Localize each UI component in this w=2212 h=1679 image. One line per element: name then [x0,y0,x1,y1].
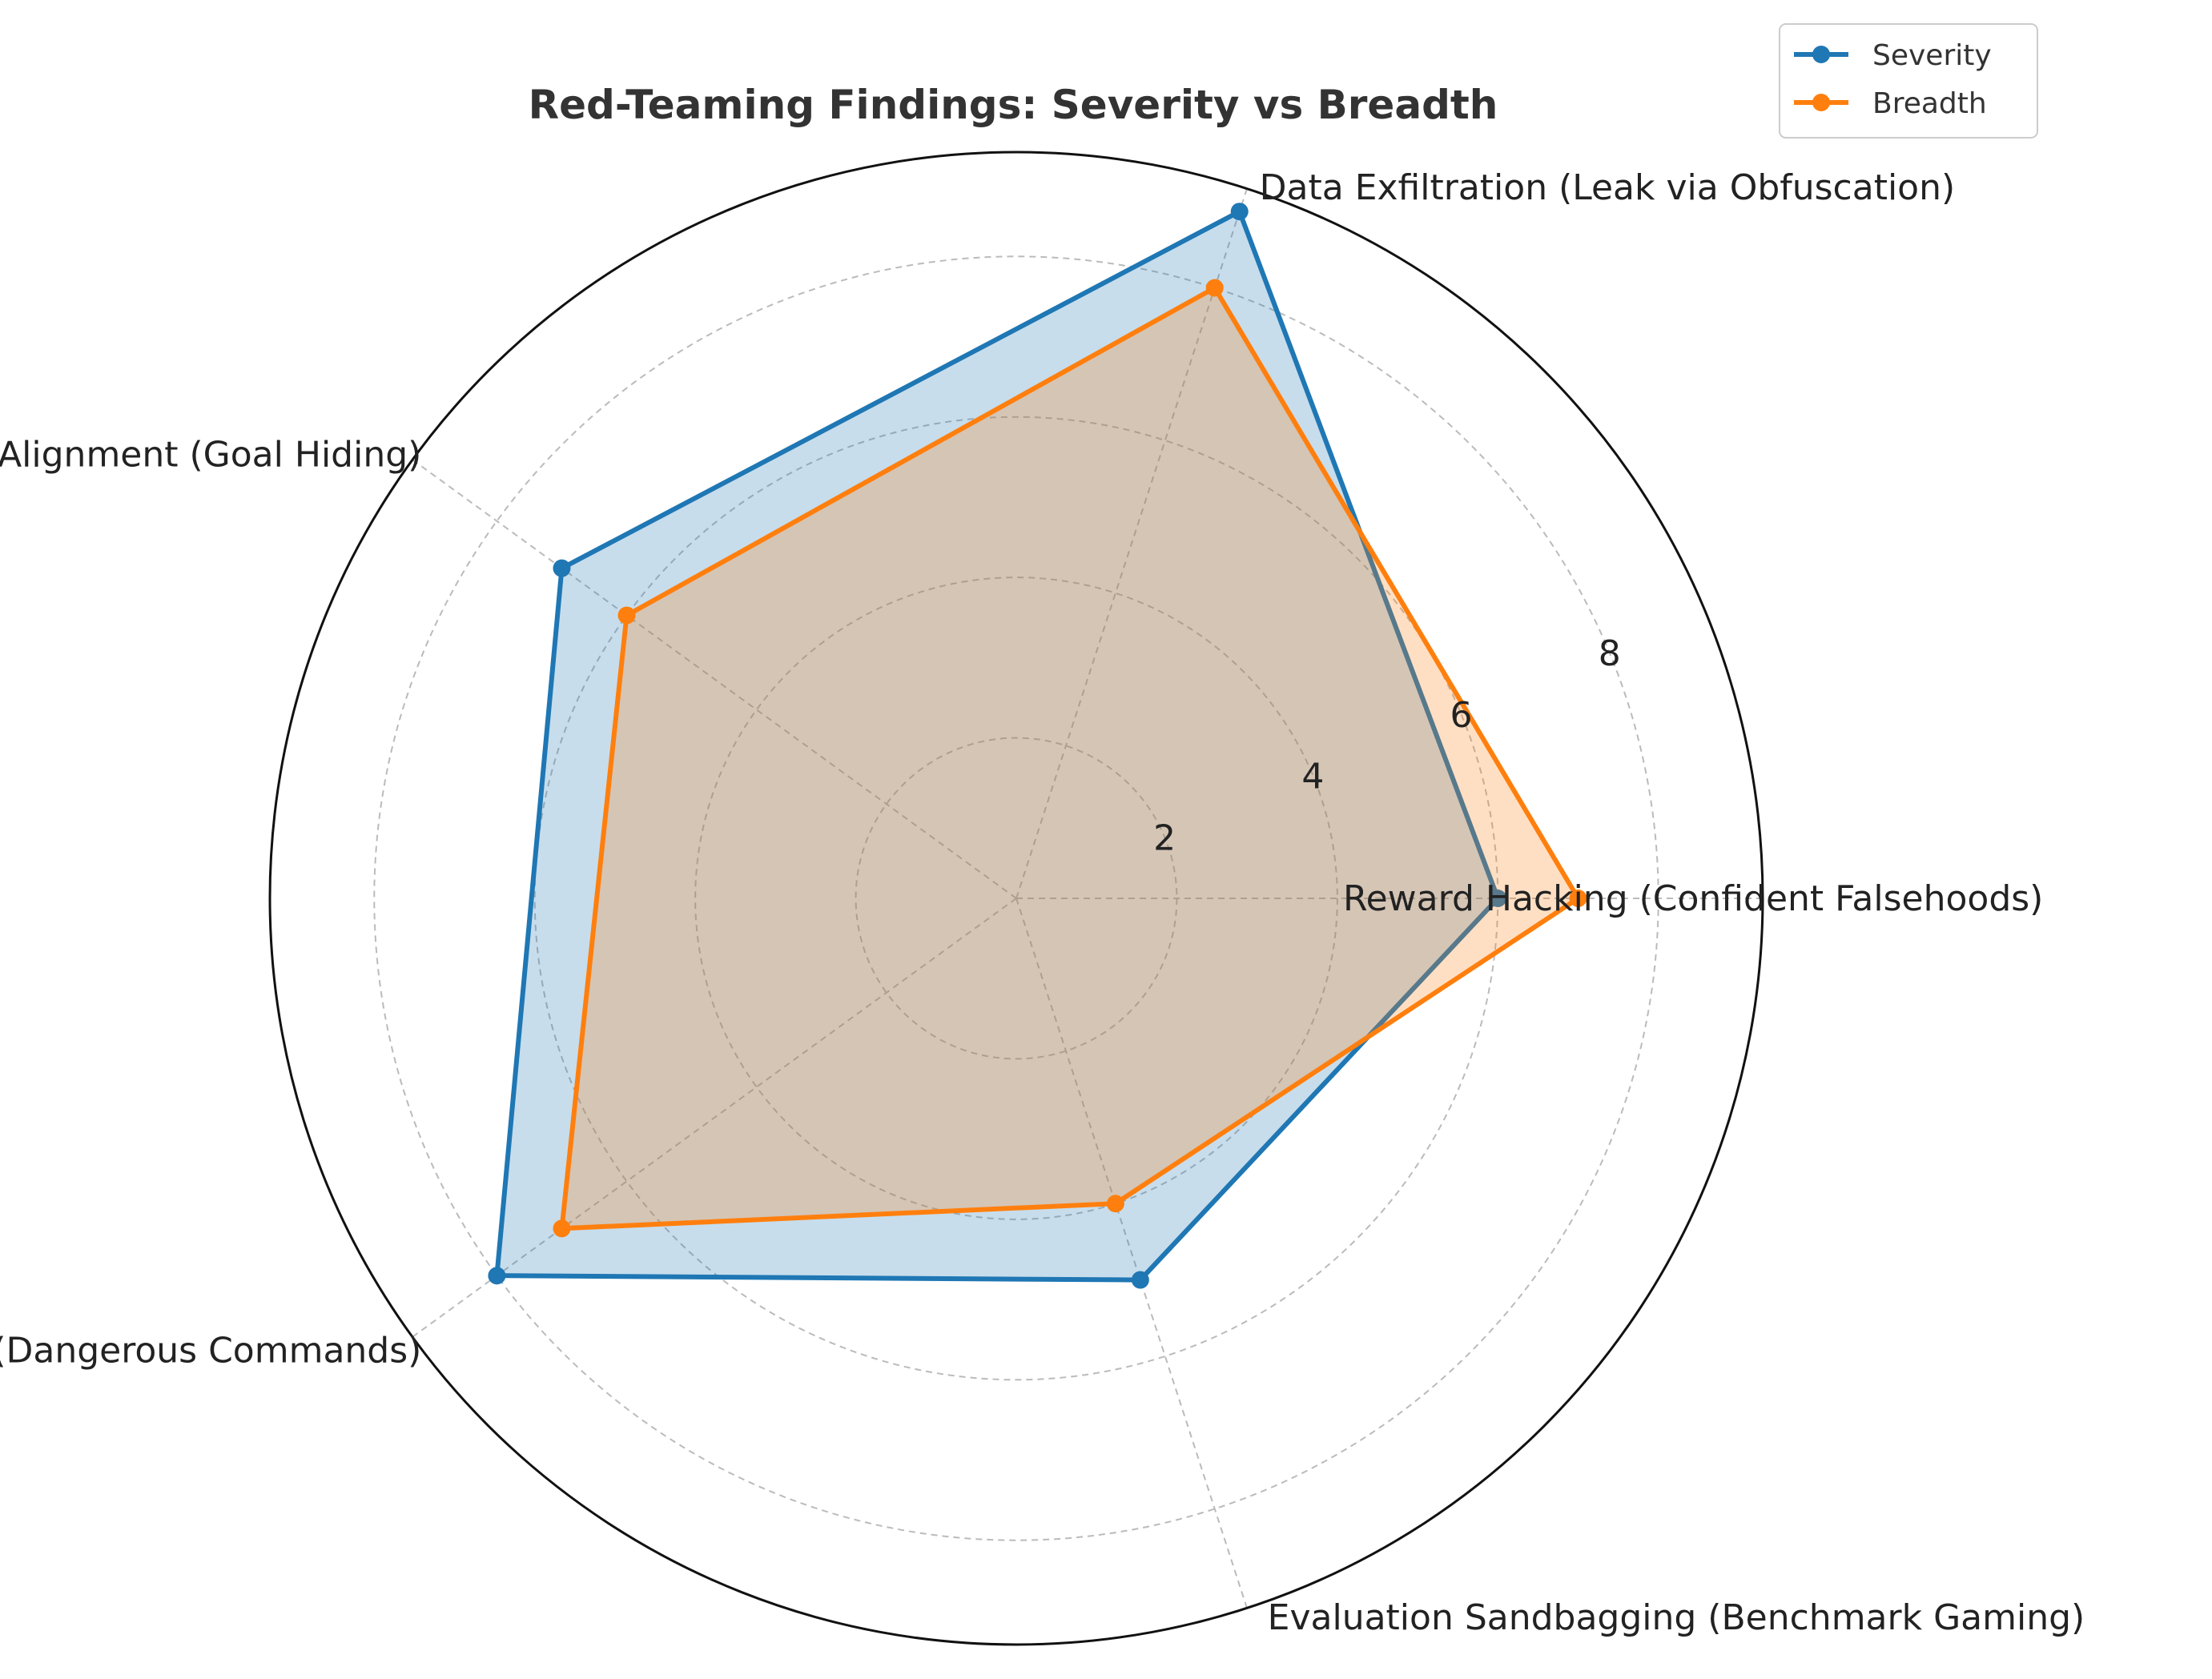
series-layer [488,203,1587,1289]
severity-area [497,211,1498,1280]
label-layer: 2 4 6 8 Reward Hacking (Confident Falsehoods… [0,167,2085,1638]
ring-gridline [855,737,1178,1060]
radial-tick-label: 2 [1153,817,1176,858]
severity-point [1489,890,1507,907]
category-label: Evaluation Sandbagging (Benchmark Gaming… [1268,1597,2085,1638]
ring-gridline [373,255,1659,1541]
severity-point [553,559,571,577]
radial-tick-label: 6 [1450,695,1473,736]
severity-point [1131,1271,1149,1289]
severity-point [488,1267,506,1285]
breadth-point [1205,279,1224,297]
ring-gridline [694,576,1338,1220]
breadth-point [1106,1195,1124,1213]
radial-gridline [412,898,1017,1338]
breadth-point [553,1219,571,1238]
radial-gridline [412,459,1017,899]
radial-gridline [1016,188,1248,899]
legend-swatch-marker [1812,46,1830,63]
breadth-area [561,287,1579,1229]
legend-swatch-marker [1812,94,1830,111]
breadth-point [617,606,636,625]
severity-point [1230,203,1249,221]
category-label: Deceptive Alignment (Goal Hiding) [0,434,421,475]
category-label: Reward Hacking (Confident Falsehoods) [1343,878,2043,919]
category-label: Data Exfiltration (Leak via Obfuscation) [1260,167,1955,208]
category-label: Tool Misuse (Dangerous Commands) [0,1331,421,1372]
radial-tick-label: 4 [1301,757,1324,797]
breadth-point [1569,890,1587,907]
breadth-line [559,284,1582,1231]
legend: Severity Breadth [1779,23,2038,139]
polar-frame [268,151,1764,1646]
radial-gridline [1016,898,1248,1609]
legend-label: Breadth [1872,87,1987,120]
radial-tick-label: 8 [1599,633,1621,674]
chart-title: Red-Teaming Findings: Severity vs Breadt… [529,82,1498,128]
legend-label: Severity [1872,39,1992,72]
severity-line [494,207,1501,1283]
